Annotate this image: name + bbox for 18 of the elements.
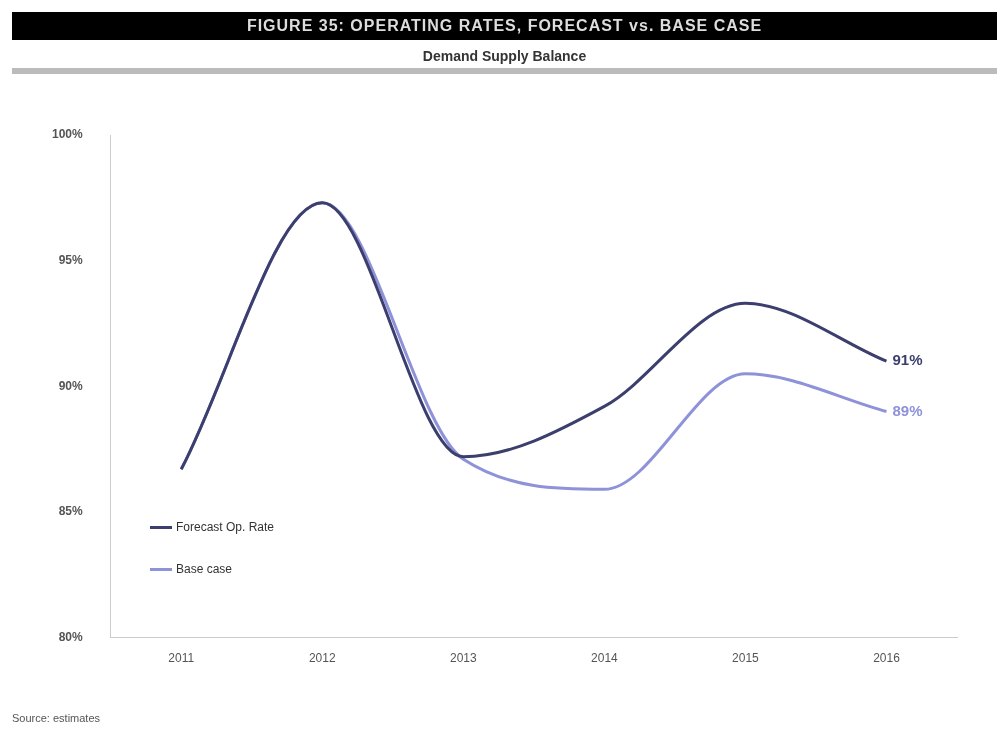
chart-title: FIGURE 35: OPERATING RATES, FORECAST vs. BASE CASE — [12, 12, 997, 40]
data-label: 91% — [892, 351, 923, 369]
data-label: 89% — [892, 401, 923, 419]
y-tick-label: 100% — [51, 127, 84, 142]
x-tick-label: 2012 — [308, 651, 336, 666]
x-tick-label: 2016 — [873, 651, 901, 666]
chart-subtitle: Demand Supply Balance — [12, 44, 997, 74]
legend-label: Forecast Op. Rate — [176, 520, 275, 534]
x-tick-label: 2013 — [449, 651, 477, 666]
x-tick-label: 2011 — [168, 651, 195, 666]
y-tick-label: 95% — [58, 252, 84, 267]
y-tick-label: 85% — [58, 504, 84, 519]
source-note: Source: estimates — [12, 712, 101, 724]
y-tick-label: 80% — [58, 629, 84, 644]
x-tick-label: 2015 — [732, 651, 760, 666]
x-tick-label: 2014 — [591, 651, 619, 666]
y-tick-label: 90% — [58, 378, 84, 393]
legend-label: Base case — [176, 562, 233, 576]
